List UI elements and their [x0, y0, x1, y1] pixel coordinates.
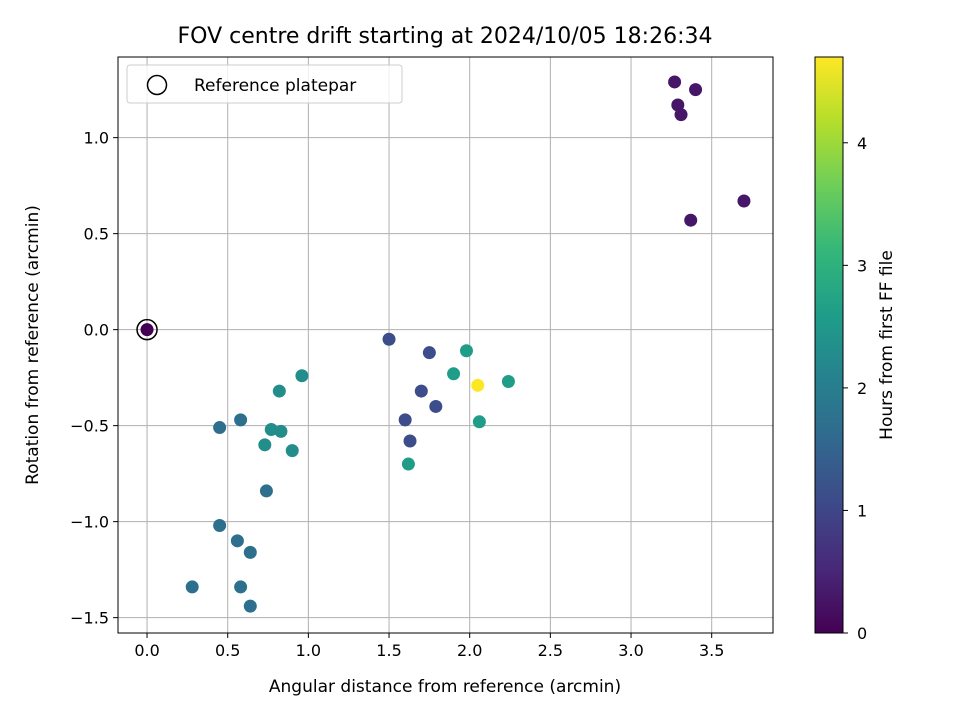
data-point [230, 534, 244, 548]
colorbar-tick-label: 4 [857, 134, 867, 153]
data-point [382, 332, 396, 346]
data-point [429, 399, 443, 413]
x-tick-label: 1.0 [296, 641, 321, 660]
scatter-points [136, 75, 751, 613]
colorbar-tick-label: 1 [857, 501, 867, 520]
data-point [689, 83, 703, 97]
data-point [259, 484, 273, 498]
colorbar-tick-label: 3 [857, 256, 867, 275]
x-tick-label: 2.0 [457, 641, 482, 660]
x-axis-ticks: 0.0 0.5 1.0 1.5 2.0 2.5 3.0 3.5 [134, 633, 724, 660]
y-tick-label: −0.5 [70, 417, 109, 436]
data-point [471, 378, 485, 392]
colorbar-gradient [814, 56, 844, 634]
data-point [674, 108, 688, 122]
chart-title: FOV centre drift starting at 2024/10/05 … [178, 24, 713, 49]
reference-platepar-marker [136, 318, 158, 341]
data-point [422, 346, 436, 360]
data-point [403, 434, 417, 448]
data-point [234, 413, 248, 427]
data-point [274, 424, 288, 438]
data-point [295, 369, 309, 383]
y-tick-label: 1.0 [84, 129, 109, 148]
colorbar: 0 1 2 3 4 Hours from first FF file [814, 56, 897, 643]
grid-lines [118, 57, 773, 633]
y-axis-ticks: −1.5 −1.0 −0.5 0.0 0.5 1.0 [70, 129, 118, 628]
data-point [414, 384, 428, 398]
data-point [285, 444, 299, 458]
data-point [472, 415, 486, 429]
x-tick-label: 2.5 [538, 641, 563, 660]
data-point [264, 422, 278, 436]
x-tick-label: 3.5 [699, 641, 724, 660]
data-point [258, 438, 272, 452]
data-point [501, 374, 515, 388]
legend-marker [146, 74, 168, 96]
data-point [213, 518, 227, 532]
data-point [243, 599, 257, 613]
y-tick-label: 0.0 [84, 321, 109, 340]
data-point [737, 194, 751, 208]
colorbar-tick-label: 0 [857, 624, 867, 643]
legend: Reference platepar [126, 64, 403, 104]
data-point [459, 344, 473, 358]
data-point [401, 457, 415, 471]
data-point [668, 75, 682, 89]
data-point [234, 580, 248, 594]
data-point [398, 413, 412, 427]
data-point [684, 213, 698, 227]
legend-box [126, 64, 403, 104]
data-point [243, 545, 257, 559]
x-tick-label: 0.5 [215, 641, 240, 660]
y-axis-label: Rotation from reference (arcmin) [23, 205, 43, 485]
x-axis-label: Angular distance from reference (arcmin) [269, 677, 621, 697]
data-point [213, 421, 227, 435]
colorbar-tick-label: 2 [857, 379, 867, 398]
colorbar-ticks: 0 1 2 3 4 [843, 134, 867, 643]
plot-frame [117, 56, 774, 634]
y-tick-label: 0.5 [84, 225, 109, 244]
data-point [447, 367, 461, 381]
data-point [185, 580, 199, 594]
data-point [140, 323, 154, 337]
x-tick-label: 0.0 [134, 641, 159, 660]
y-tick-label: −1.5 [70, 609, 109, 628]
legend-entry-reference-platepar: Reference platepar [194, 76, 356, 96]
y-tick-label: −1.0 [70, 513, 109, 532]
colorbar-label: Hours from first FF file [877, 250, 897, 440]
x-tick-label: 1.5 [376, 641, 401, 660]
data-point [272, 384, 286, 398]
x-tick-label: 3.0 [618, 641, 643, 660]
